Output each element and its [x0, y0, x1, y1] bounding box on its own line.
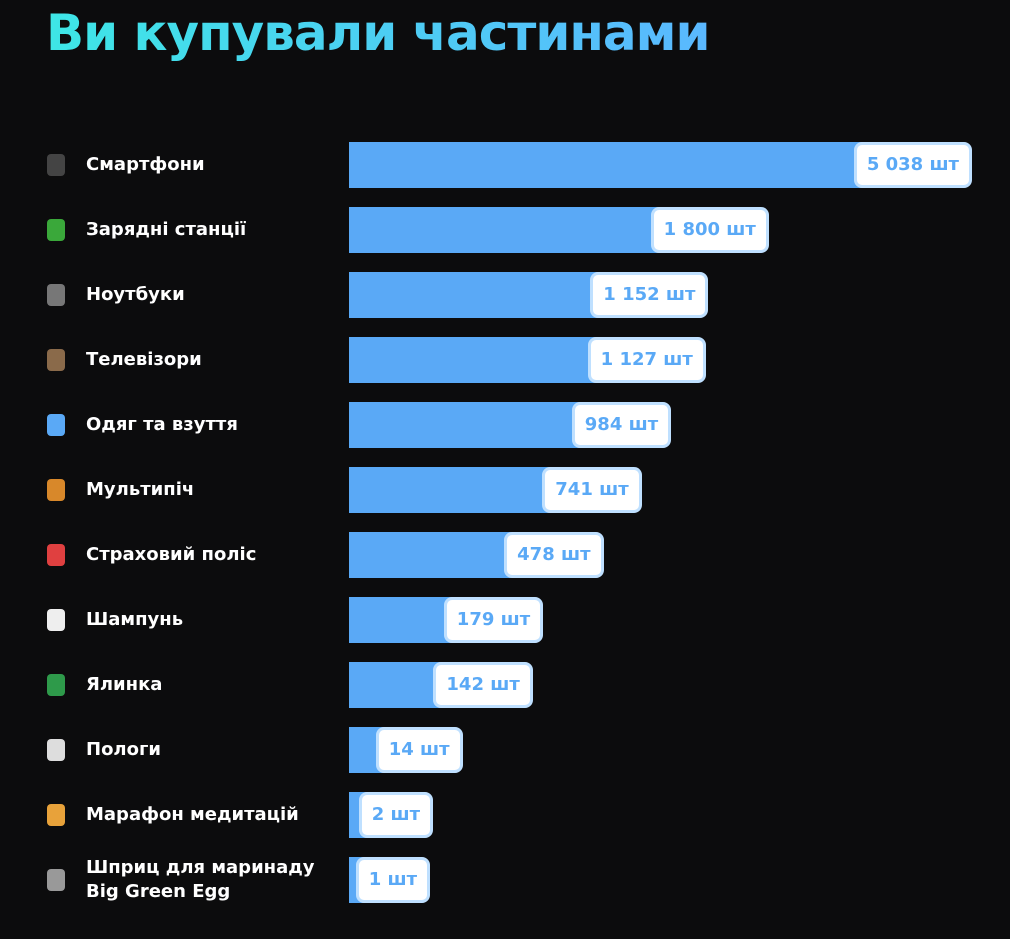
category-label: Одяг та взуття [86, 414, 238, 435]
bar: 1 шт [349, 857, 431, 903]
bar: 984 шт [349, 402, 672, 448]
bar-row: Марафон медитацій 2 шт [0, 790, 1010, 840]
bar-row: Шприц для маринаду Big Green Egg 1 шт [0, 855, 1010, 905]
category-label: Страховий поліс [86, 544, 257, 565]
bar: 1 800 шт [349, 207, 769, 253]
value-label: 478 шт [504, 532, 604, 578]
value-label: 1 127 шт [587, 337, 706, 383]
icon [47, 479, 65, 501]
category-label: Марафон медитацій [86, 804, 299, 825]
bar-row: Шампунь 179 шт [0, 595, 1010, 645]
value-label: 741 шт [542, 467, 642, 513]
value-label: 1 152 шт [590, 272, 709, 318]
value-label: 179 шт [443, 597, 544, 643]
category-label: Смартфони [86, 154, 205, 175]
bar-row: Ноутбуки 1 152 шт [0, 270, 1010, 320]
category-label: Шприц для маринаду Big Green Egg [86, 857, 315, 902]
icon [47, 609, 65, 631]
bar-row: Пологи 14 шт [0, 725, 1010, 775]
bar-row: Зарядні станції 1 800 шт [0, 205, 1010, 255]
category-label: Телевізори [86, 349, 202, 370]
category-label: Ялинка [86, 674, 163, 695]
bar: 142 шт [349, 662, 533, 708]
value-label: 14 шт [375, 727, 463, 773]
bar-row: Одяг та взуття 984 шт [0, 400, 1010, 450]
category-label: Ноутбуки [86, 284, 185, 305]
category-label: Шампунь [86, 609, 184, 630]
category-label: Зарядні станції [86, 219, 247, 240]
bar-row: Ялинка 142 шт [0, 660, 1010, 710]
icon [47, 154, 65, 176]
chart-title: Ви купували частинами [46, 4, 711, 62]
bar-row: Смартфони 5 038 шт [0, 140, 1010, 190]
icon [47, 869, 65, 891]
bar-row: Мультипіч 741 шт [0, 465, 1010, 515]
bar: 2 шт [349, 792, 434, 838]
value-label: 1 шт [355, 857, 431, 903]
category-label: Пологи [86, 739, 161, 760]
bar: 1 127 шт [349, 337, 706, 383]
icon [47, 414, 65, 436]
bar-row: Телевізори 1 127 шт [0, 335, 1010, 385]
icon [47, 674, 65, 696]
bar: 741 шт [349, 467, 642, 513]
bar: 5 038 шт [349, 142, 972, 188]
bar: 179 шт [349, 597, 544, 643]
bar: 14 шт [349, 727, 463, 773]
value-label: 142 шт [433, 662, 533, 708]
value-label: 2 шт [358, 792, 434, 838]
icon [47, 219, 65, 241]
bar-row: Страховий поліс 478 шт [0, 530, 1010, 580]
icon [47, 804, 65, 826]
category-label: Мультипіч [86, 479, 195, 500]
value-label: 1 800 шт [650, 207, 769, 253]
bar: 478 шт [349, 532, 604, 578]
icon [47, 544, 65, 566]
value-label: 5 038 шт [853, 142, 972, 188]
bar: 1 152 шт [349, 272, 709, 318]
icon [47, 349, 65, 371]
value-label: 984 шт [571, 402, 672, 448]
icon [47, 284, 65, 306]
icon [47, 739, 65, 761]
